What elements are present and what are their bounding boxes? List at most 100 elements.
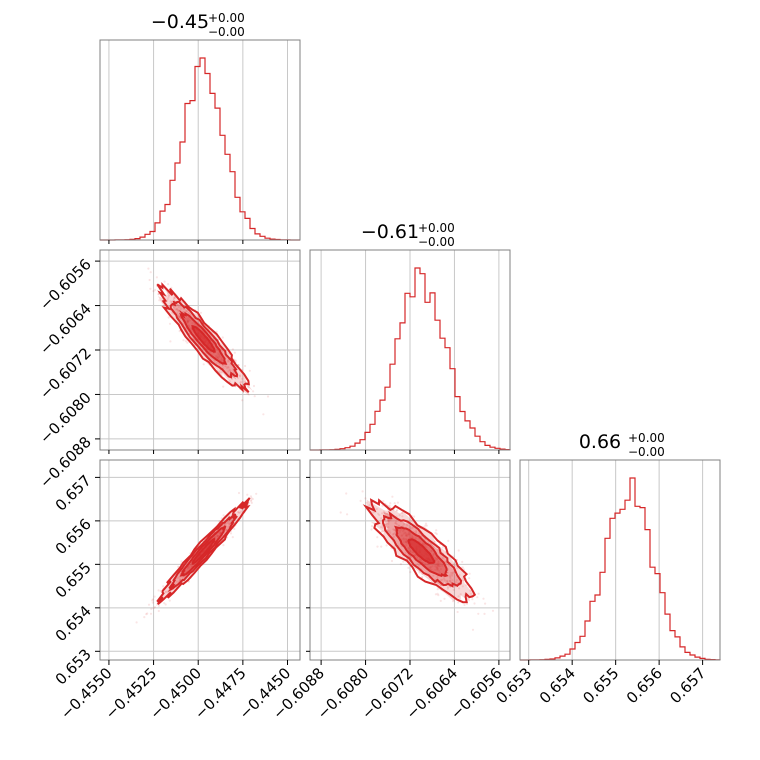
scatter-point (252, 384, 256, 388)
scatter-point (446, 587, 449, 590)
scatter-point (188, 318, 191, 321)
hist-title-0: −0.45 (151, 11, 209, 33)
scatter-point (165, 590, 168, 593)
scatter-point (430, 550, 433, 553)
scatter-point (410, 534, 413, 537)
scatter-point (228, 368, 231, 371)
contour-fill-3 (192, 326, 215, 352)
scatter-point (449, 579, 452, 583)
scatter-point (422, 561, 425, 565)
scatter-point (405, 540, 408, 543)
scatter-point (404, 538, 407, 541)
scatter-point (187, 317, 190, 320)
scatter-point (456, 610, 459, 614)
scatter-point (147, 603, 151, 606)
scatter-point (414, 553, 417, 556)
scatter-point (461, 566, 464, 569)
scatter-point (387, 526, 390, 529)
hist-title-plus-2: +0.00 (628, 431, 665, 445)
scatter-point (457, 595, 460, 598)
scatter-point (411, 551, 414, 554)
scatter-point (376, 536, 379, 539)
scatter-point (226, 521, 229, 524)
scatter-point (411, 535, 414, 539)
scatter-point (155, 276, 158, 279)
scatter-point (179, 305, 182, 308)
panel-2-1 (309, 459, 511, 661)
scatter-point (421, 575, 424, 579)
scatter-point (453, 563, 456, 566)
scatter-point (266, 395, 270, 398)
scatter-point (236, 377, 240, 380)
scatter-point (146, 612, 149, 615)
scatter-point (381, 530, 384, 533)
scatter-point (451, 573, 454, 576)
scatter-point (405, 537, 408, 541)
scatter-point (158, 299, 161, 302)
scatter-point (199, 311, 203, 314)
scatter-point (461, 560, 464, 564)
scatter-point (388, 519, 391, 522)
scatter-point (441, 557, 444, 560)
scatter-point (393, 502, 396, 505)
scatter-point (379, 526, 383, 529)
panel-2-0 (99, 459, 301, 661)
scatter-point (215, 356, 218, 359)
scatter-point (222, 385, 225, 388)
scatter-point (193, 323, 196, 327)
contour-line-0 (362, 498, 477, 604)
scatter-point (168, 322, 172, 325)
scatter-point (484, 602, 487, 605)
scatter-point (368, 504, 371, 507)
scatter-point (465, 583, 468, 587)
scatter-point (443, 579, 446, 582)
scatter-point (399, 528, 402, 531)
scatter-point (471, 628, 475, 631)
scatter-point (187, 319, 190, 322)
scatter-point (432, 553, 435, 556)
scatter-point (415, 531, 418, 534)
scatter-point (208, 350, 211, 353)
scatter-point (396, 509, 399, 512)
scatter-point (240, 380, 243, 383)
scatter-point (397, 524, 400, 527)
scatter-point (392, 532, 395, 536)
contour-line-2 (179, 310, 228, 365)
contour-line-0 (156, 497, 251, 605)
scatter-point (249, 495, 252, 498)
scatter-point (227, 525, 230, 528)
scatter-point (167, 296, 170, 299)
scatter-point (380, 530, 383, 534)
scatter-point (452, 571, 455, 574)
scatter-point (217, 353, 221, 356)
contour-line-3 (191, 537, 216, 566)
scatter-point (402, 541, 405, 544)
scatter-point (359, 499, 362, 502)
scatter-point (231, 536, 234, 539)
scatter-point (405, 522, 408, 525)
scatter-point (346, 513, 349, 516)
scatter-point (415, 556, 419, 560)
scatter-point (225, 365, 228, 368)
scatter-point (382, 510, 385, 513)
scatter-point (446, 580, 449, 583)
scatter-point (339, 511, 342, 514)
scatter-point (448, 579, 451, 582)
scatter-point (215, 361, 218, 364)
scatter-point (238, 375, 241, 378)
hist-bars-2 (520, 477, 721, 661)
scatter-point (411, 551, 414, 554)
scatter-point (380, 517, 383, 520)
contour-line-1 (381, 510, 463, 588)
scatter-point (432, 574, 435, 577)
hist-grid-1 (320, 250, 500, 450)
scatter-point (435, 566, 438, 569)
scatter-point (421, 542, 424, 545)
scatter-point (365, 501, 368, 504)
contour-fill-3 (192, 538, 215, 564)
scatter-point (450, 574, 454, 577)
scatter-point (177, 309, 180, 312)
scatter-point (182, 339, 185, 342)
scatter-point (422, 543, 425, 546)
scatter-point (437, 562, 440, 566)
